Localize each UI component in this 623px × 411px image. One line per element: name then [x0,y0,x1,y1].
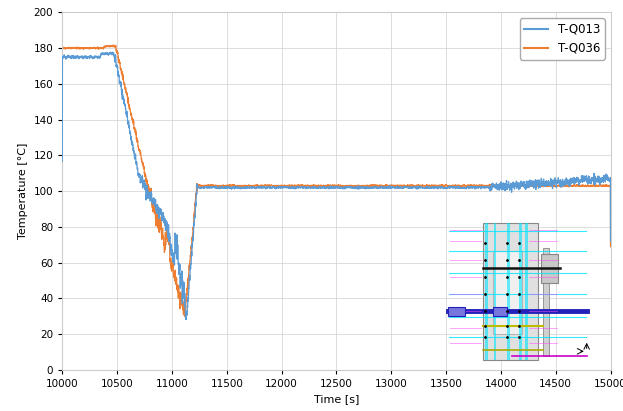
T-Q036 [510,183,517,188]
T-Q036 [416,183,423,188]
T-Q013 [183,317,190,322]
T-Q013 [59,159,66,164]
T-Q036 [468,184,475,189]
X-axis label: Time [s]: Time [s] [314,395,359,404]
T-Q036 [388,183,395,188]
Y-axis label: Temperature [°C]: Temperature [°C] [18,143,28,239]
T-Q036 [607,244,614,249]
T-Q013 [510,182,517,187]
T-Q013 [107,50,114,55]
T-Q013 [388,185,395,190]
T-Q036 [269,183,276,188]
T-Q013 [468,185,475,189]
T-Q013 [607,238,614,243]
Line: T-Q013: T-Q013 [62,52,611,320]
Line: T-Q036: T-Q036 [62,45,611,316]
T-Q036 [59,153,66,158]
T-Q036 [158,227,166,232]
T-Q013 [158,214,166,219]
T-Q013 [416,184,423,189]
Legend: T-Q013, T-Q036: T-Q013, T-Q036 [520,18,605,60]
T-Q036 [181,314,188,319]
T-Q036 [110,42,117,47]
T-Q013 [269,185,276,190]
